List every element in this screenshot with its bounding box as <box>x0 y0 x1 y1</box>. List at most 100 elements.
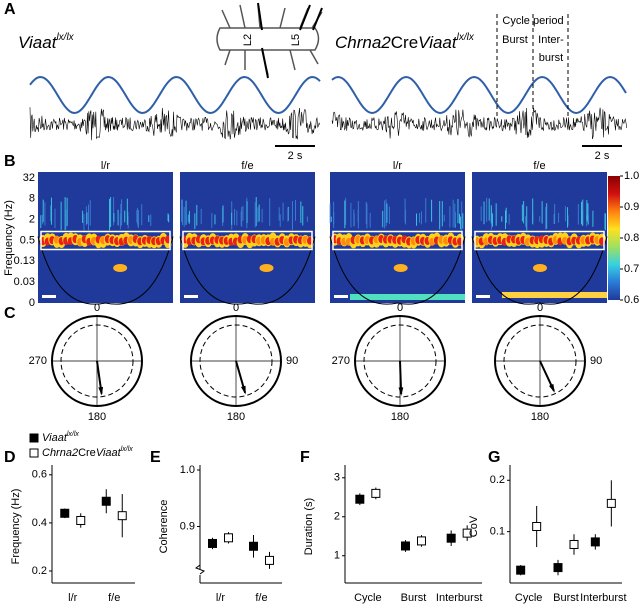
polar-label: 180 <box>88 411 106 423</box>
frequency-box <box>332 230 463 251</box>
y-tick-label: 0.13 <box>14 255 35 267</box>
legend-marker <box>29 448 39 458</box>
axis-break-gap <box>196 569 204 575</box>
y-tick-label: 2 <box>29 214 35 226</box>
coherence-low <box>502 292 607 298</box>
colorbar-tick-label: 1.0 <box>624 170 639 182</box>
axis-break <box>194 564 206 575</box>
data-point <box>265 555 274 565</box>
data-point <box>569 539 579 549</box>
y-tick-label: 0.4 <box>32 517 47 529</box>
legend-main: Viaat <box>42 432 68 444</box>
polar-label: 90 <box>286 355 298 367</box>
data-point <box>76 515 86 525</box>
data-point <box>516 565 526 575</box>
y-axis-label: Coherence <box>158 500 170 554</box>
annotation: burst <box>539 52 563 64</box>
genotype-sup: lx/lx <box>457 32 475 43</box>
polar-label: 180 <box>531 411 549 423</box>
genotype-label: Chrna2CreViaatlx/lx <box>335 32 475 53</box>
cone-of-influence <box>329 236 466 305</box>
scale-bar-label: 2 s <box>595 150 610 162</box>
data-point <box>462 528 472 538</box>
legend-main: Chrna2 <box>42 447 78 459</box>
legend-sup: Cre <box>78 447 96 459</box>
cone-of-influence <box>37 236 174 305</box>
frequency-box <box>40 230 171 251</box>
x-tick-label: f/e <box>108 592 120 604</box>
x-tick-label: Interburst <box>436 592 482 604</box>
y-tick-label: 1.0 <box>180 464 195 476</box>
y-tick-label: 0 <box>29 297 35 309</box>
panel-label: A <box>4 1 16 18</box>
polar-label: 0 <box>233 302 239 314</box>
coherence-blob <box>259 264 274 272</box>
coherence-blob <box>113 264 128 272</box>
sine-wave <box>331 75 627 115</box>
column-title: f/e <box>533 160 545 172</box>
phase-arrowhead <box>548 383 555 393</box>
genotype-main: Viaat <box>18 33 58 52</box>
data-point <box>224 533 233 543</box>
polar-label: 90 <box>590 355 602 367</box>
spinal-cord-diagram <box>216 2 323 79</box>
data-point <box>208 538 217 548</box>
annotation: Burst <box>502 34 528 46</box>
y-axis-label: Frequency (Hz) <box>10 489 22 565</box>
data-point <box>117 511 127 521</box>
y-tick-label: 8 <box>29 193 35 205</box>
data-point <box>417 536 426 546</box>
panel-label: C <box>4 305 16 322</box>
x-tick-label: Cycle <box>515 592 543 604</box>
data-point <box>355 494 365 504</box>
y-axis-label: CoV <box>468 515 480 537</box>
time-scale-bar <box>334 295 348 298</box>
cone-of-influence <box>179 236 316 305</box>
emg-trace <box>29 107 321 141</box>
data-point <box>553 563 563 573</box>
x-tick-label: Burst <box>401 592 427 604</box>
y-axis-label: Duration (s) <box>303 498 315 555</box>
genotype-label: Viaatlx/lx <box>18 32 75 53</box>
data-point <box>371 488 381 498</box>
y-tick-label: 2 <box>334 511 340 523</box>
legend-sup: lx/lx <box>121 446 134 453</box>
x-tick-label: l/r <box>216 592 226 604</box>
annotation: Cycle period <box>502 15 563 27</box>
y-tick-label: 1 <box>334 550 340 562</box>
x-tick-label: l/r <box>68 592 78 604</box>
scale-bar-label: 2 s <box>288 150 303 162</box>
phase-arrowhead <box>398 387 404 396</box>
genotype-main: Chrna2 <box>335 33 391 52</box>
y-tick-label: 0.6 <box>32 469 47 481</box>
legend-label: Viaatlx/lx <box>42 431 79 444</box>
polar-label: 0 <box>94 302 100 314</box>
data-point <box>249 541 258 551</box>
x-tick-label: f/e <box>255 592 267 604</box>
genotype-main: Viaat <box>418 33 458 52</box>
coherence-blob <box>393 264 408 272</box>
polar-label: 180 <box>227 411 245 423</box>
x-tick-label: Burst <box>553 592 579 604</box>
y-tick-label: 0.2 <box>32 565 47 577</box>
y-tick-label: 0.9 <box>180 520 195 532</box>
colorbar <box>608 176 620 300</box>
data-point <box>401 541 410 551</box>
polar-label: 0 <box>537 302 543 314</box>
genotype-sup: lx/lx <box>56 32 74 43</box>
data-point <box>60 508 70 518</box>
panel-label: B <box>4 153 16 170</box>
coherence-blob <box>533 264 548 272</box>
y-tick-label: 3 <box>334 472 340 484</box>
sine-wave <box>29 75 321 115</box>
x-tick-label: Cycle <box>354 592 382 604</box>
data-point <box>590 537 600 547</box>
panel-label: E <box>150 449 161 466</box>
polar-label: 180 <box>391 411 409 423</box>
panel-label: F <box>300 449 310 466</box>
emg-trace <box>331 107 627 140</box>
diagram-label: L2 <box>242 34 254 46</box>
diagram-label: L5 <box>290 34 302 46</box>
data-point <box>446 533 456 543</box>
